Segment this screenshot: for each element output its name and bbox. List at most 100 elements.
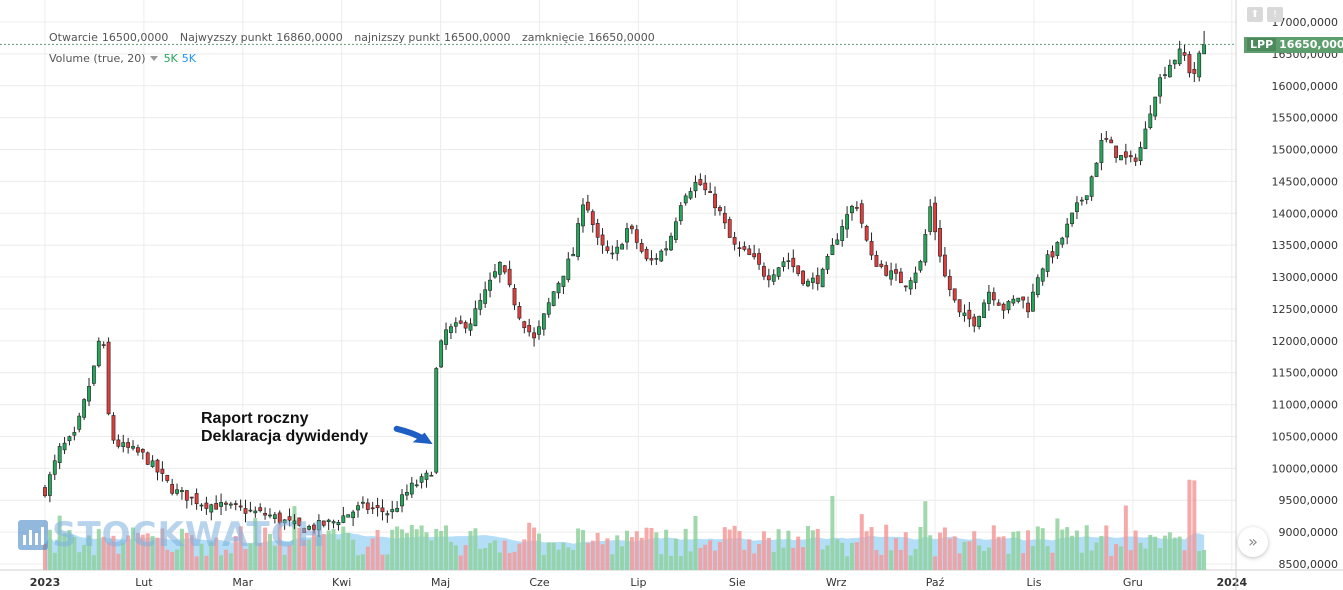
candle-body: [537, 326, 541, 335]
candle-body: [1060, 237, 1065, 245]
volume-bar: [395, 526, 400, 570]
candle-body: [928, 206, 933, 232]
candle-body: [272, 514, 277, 519]
volume-bar: [771, 551, 776, 570]
volume-bar: [610, 554, 615, 570]
volume-bar: [419, 525, 424, 570]
candle-body: [121, 442, 126, 447]
price-tag-symbol: LPP: [1247, 38, 1277, 51]
volume-value-1: 5K: [163, 52, 178, 65]
volume-bar: [605, 538, 610, 570]
candle-body: [982, 302, 986, 318]
candle-body: [1197, 52, 1202, 78]
x-tick-label: Lis: [1027, 576, 1042, 589]
candle-body: [282, 519, 287, 524]
volume-bar: [845, 556, 850, 570]
candle-body: [776, 267, 781, 277]
candle-body: [507, 268, 512, 286]
volume-bar: [595, 532, 600, 570]
candle-body: [434, 368, 439, 473]
candle-body: [517, 306, 522, 319]
volume-bar: [448, 541, 453, 570]
candle-body: [654, 258, 659, 260]
close-value: 16650,0000: [588, 31, 655, 44]
volume-bar: [776, 529, 781, 570]
volume-bar: [311, 530, 316, 570]
candle-body: [1070, 212, 1074, 225]
info-icon[interactable]: !: [1267, 7, 1283, 22]
volume-bar: [923, 501, 928, 570]
scroll-to-latest-button[interactable]: »: [1238, 527, 1268, 557]
candle-body: [365, 502, 370, 510]
x-tick-label: Cze: [529, 576, 549, 589]
x-tick-label: Paź: [926, 576, 945, 589]
candle-body: [815, 275, 820, 284]
volume-bar: [77, 552, 82, 570]
candle-body: [512, 288, 517, 306]
volume-bar: [913, 548, 918, 570]
candle-body: [830, 244, 835, 255]
volume-bar: [854, 542, 859, 570]
candle-body: [96, 340, 101, 367]
y-tick-label: 13500,0000: [1272, 239, 1338, 252]
candle-body: [341, 515, 346, 523]
volume-bar: [238, 526, 243, 570]
candle-body: [923, 234, 928, 263]
volume-bar: [1162, 535, 1167, 570]
high-value: 16860,0000: [276, 31, 343, 44]
arrow-up-icon[interactable]: ⬆: [1247, 7, 1263, 22]
volume-bar: [972, 531, 977, 570]
candle-body: [644, 248, 649, 260]
volume-bar: [1118, 546, 1123, 570]
stockwatch-watermark: STOCKWATCH: [18, 515, 326, 555]
y-tick-label: 13000,0000: [1272, 271, 1338, 284]
volume-bar: [111, 535, 116, 570]
candle-body: [414, 484, 419, 487]
candle-body: [52, 460, 57, 475]
candle-body: [502, 265, 507, 273]
candle-body: [1158, 77, 1162, 97]
candle-body: [1143, 128, 1148, 149]
volume-bar: [483, 548, 488, 570]
volume-bar: [693, 516, 698, 570]
candle-body: [1035, 277, 1040, 295]
volume-bar: [243, 549, 248, 570]
volume-bar: [982, 551, 987, 570]
volume-bar: [116, 553, 121, 570]
candle-body: [209, 504, 214, 513]
candle-body: [639, 243, 644, 252]
volume-bar: [204, 555, 209, 570]
volume-bar: [893, 538, 898, 570]
volume-bar: [962, 541, 967, 570]
candle-body: [473, 308, 478, 327]
x-tick-label: Sie: [729, 576, 746, 589]
candle-body: [864, 225, 869, 241]
volume-bar: [1143, 548, 1148, 570]
volume-legend[interactable]: Volume (true, 20) 5K 5K: [49, 52, 196, 65]
y-tick-label: 10000,0000: [1272, 462, 1338, 475]
volume-bar: [620, 546, 625, 570]
volume-bar: [644, 527, 649, 570]
candle-body: [757, 253, 761, 265]
candle-body: [253, 510, 258, 514]
volume-bar: [580, 529, 585, 570]
volume-bar: [1026, 530, 1031, 570]
candle-body: [82, 399, 87, 418]
volume-bar: [228, 553, 233, 570]
volume-bar: [458, 555, 463, 570]
candle-body: [444, 329, 448, 345]
candle-body: [869, 241, 874, 256]
volume-bar: [849, 542, 854, 570]
corner-buttons: ⬆ !: [1247, 7, 1283, 22]
candle-body: [1099, 140, 1104, 163]
candle-body: [449, 326, 453, 333]
volume-bar: [1177, 536, 1182, 570]
volume-bar: [884, 524, 889, 570]
volume-bar: [683, 528, 688, 570]
chevron-down-icon[interactable]: [149, 56, 158, 61]
candle-body: [781, 261, 786, 267]
annotation-line-1: Raport roczny: [201, 410, 309, 427]
volume-bar: [561, 542, 566, 570]
candle-body: [429, 474, 434, 477]
